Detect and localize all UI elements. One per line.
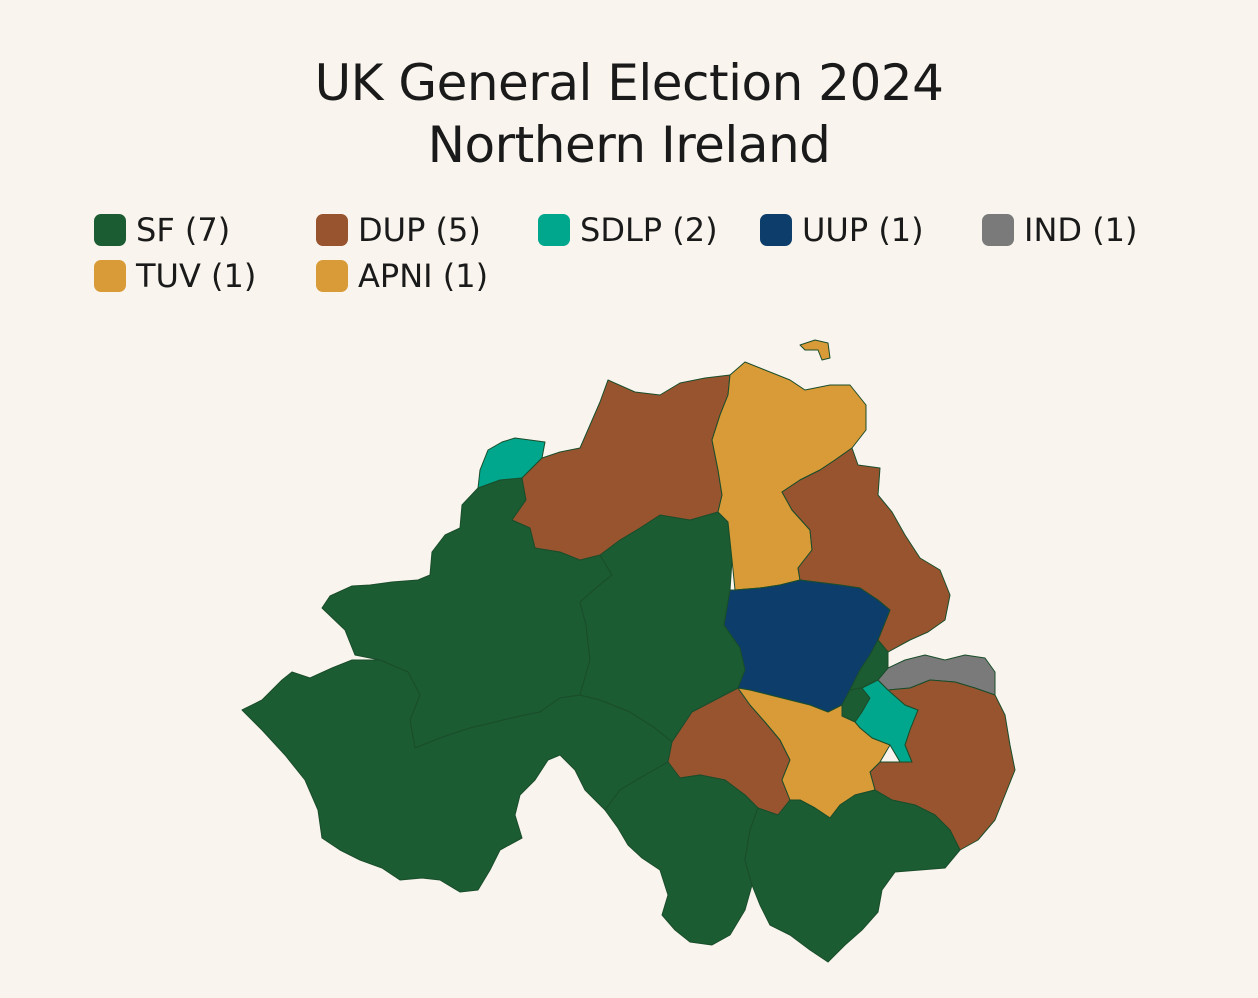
legend-label-dup: DUP (5): [358, 211, 481, 249]
legend-item-dup[interactable]: DUP (5): [316, 210, 481, 250]
legend-label-sdlp: SDLP (2): [580, 211, 718, 249]
legend-label-uup: UUP (1): [802, 211, 924, 249]
legend-swatch-tuv: [94, 260, 126, 292]
rathlin-island: [799, 339, 831, 361]
constituency-fermanagh-south-tyrone[interactable]: [241, 659, 673, 893]
legend-item-uup[interactable]: UUP (1): [760, 210, 924, 250]
constituency-newry-armagh[interactable]: [604, 761, 759, 946]
legend-item-sdlp[interactable]: SDLP (2): [538, 210, 718, 250]
legend-item-apni[interactable]: APNI (1): [316, 256, 488, 296]
map-title-line-1: UK General Election 2024: [314, 54, 944, 112]
constituency-east-antrim[interactable]: [781, 447, 951, 653]
legend-swatch-sf: [94, 214, 126, 246]
legend-item-tuv[interactable]: TUV (1): [94, 256, 256, 296]
legend-swatch-ind: [982, 214, 1014, 246]
constituency-south-down[interactable]: [744, 789, 961, 963]
legend-swatch-apni: [316, 260, 348, 292]
legend-item-sf[interactable]: SF (7): [94, 210, 230, 250]
map-title: UK General Election 2024 Northern Irelan…: [0, 52, 1258, 176]
legend-swatch-dup: [316, 214, 348, 246]
legend-label-ind: IND (1): [1024, 211, 1138, 249]
legend-swatch-sdlp: [538, 214, 570, 246]
legend-item-ind[interactable]: IND (1): [982, 210, 1138, 250]
legend-swatch-uup: [760, 214, 792, 246]
constituency-lagan-valley[interactable]: [737, 687, 891, 819]
legend-label-tuv: TUV (1): [136, 257, 257, 295]
legend-label-apni: APNI (1): [358, 257, 489, 295]
constituency-foyle[interactable]: [477, 437, 546, 489]
legend-label-sf: SF (7): [136, 211, 231, 249]
map-title-line-2: Northern Ireland: [427, 116, 831, 174]
